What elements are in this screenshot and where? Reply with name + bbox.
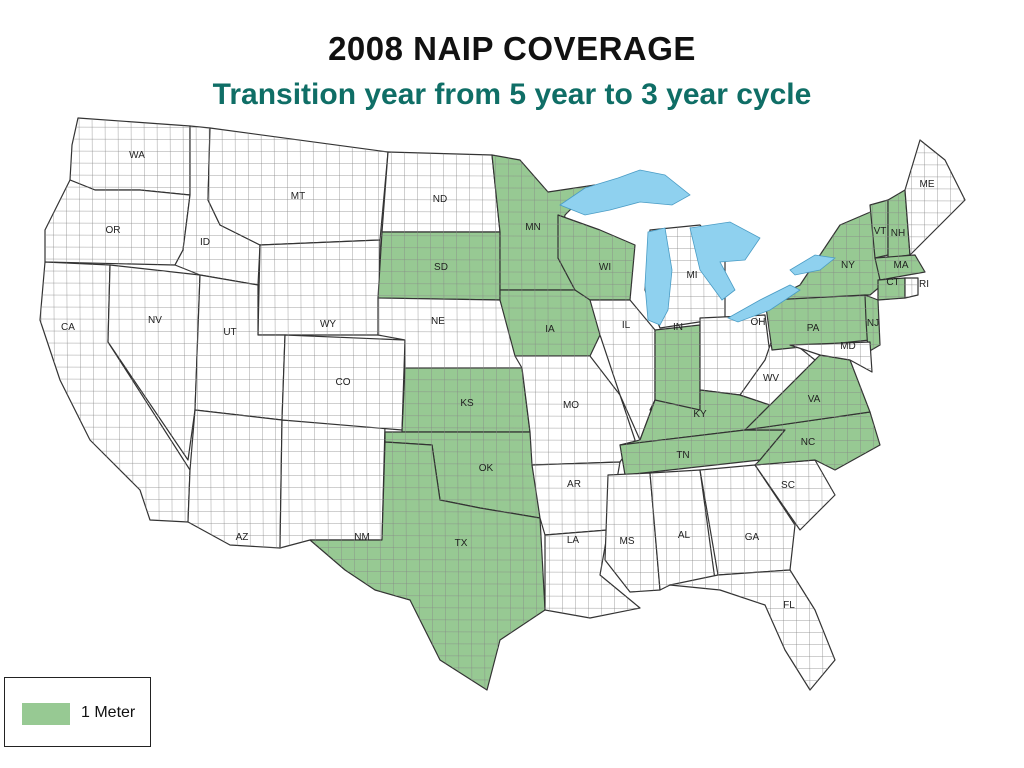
state-label-wv: WV: [763, 373, 779, 384]
state-label-ks: KS: [460, 398, 474, 409]
state-label-ga: GA: [745, 532, 760, 543]
legend: 1 Meter: [4, 677, 151, 747]
state-label-mo: MO: [563, 400, 579, 411]
state-label-or: OR: [106, 225, 121, 236]
state-label-az: AZ: [236, 532, 249, 543]
state-ri: [904, 277, 919, 299]
state-label-mi: MI: [686, 270, 697, 281]
state-label-ky: KY: [693, 409, 707, 420]
state-label-al: AL: [678, 530, 691, 541]
state-fl: [669, 569, 836, 691]
state-label-wi: WI: [599, 262, 611, 273]
state-label-nc: NC: [801, 437, 815, 448]
state-label-ri: RI: [919, 279, 929, 290]
state-label-ar: AR: [567, 479, 581, 490]
state-az: [187, 409, 283, 549]
state-label-mn: MN: [525, 222, 541, 233]
state-md: [789, 341, 873, 373]
state-nm: [279, 419, 386, 549]
state-label-co: CO: [336, 377, 351, 388]
great-lakes: [559, 169, 836, 326]
state-label-ma: MA: [894, 260, 909, 271]
state-labels-layer: WA OR CA NV ID MT WY UT AZ NM CO ND SD NE KS OK TX MN IA MO…: [61, 150, 935, 611]
state-me: [904, 139, 966, 256]
lake-ontario: [789, 254, 836, 276]
map-title: 2008 NAIP COVERAGE: [328, 30, 696, 67]
state-ga: [699, 464, 796, 576]
state-label-va: VA: [808, 394, 821, 405]
lake-huron: [689, 221, 761, 301]
state-label-wa: WA: [129, 150, 145, 161]
state-label-ct: CT: [886, 277, 899, 288]
state-label-in: IN: [673, 322, 683, 333]
state-label-nm: NM: [354, 532, 370, 543]
state-label-sd: SD: [434, 262, 448, 273]
state-ms: [604, 472, 661, 593]
state-label-fl: FL: [783, 600, 795, 611]
state-label-nh: NH: [891, 228, 905, 239]
state-label-ny: NY: [841, 260, 855, 271]
state-nc: [744, 411, 881, 471]
lake-erie: [727, 284, 801, 323]
state-label-ne: NE: [431, 316, 445, 327]
state-label-nj: NJ: [867, 318, 879, 329]
state-label-vt: VT: [874, 226, 887, 237]
state-tx: [309, 441, 546, 691]
state-nj: [864, 294, 881, 353]
state-label-tn: TN: [676, 450, 689, 461]
lake-michigan: [644, 227, 673, 326]
state-label-ms: MS: [620, 536, 635, 547]
state-label-nd: ND: [433, 194, 447, 205]
state-label-mt: MT: [291, 191, 305, 202]
state-ia: [499, 289, 601, 357]
state-nv: [107, 264, 201, 461]
state-label-wy: WY: [320, 319, 336, 330]
legend-swatch: [22, 703, 70, 725]
state-in: [649, 324, 701, 411]
state-label-la: LA: [567, 535, 580, 546]
lake-superior: [559, 169, 691, 216]
state-label-nv: NV: [148, 315, 162, 326]
state-label-ut: UT: [223, 327, 236, 338]
map-subtitle: Transition year from 5 year to 3 year cy…: [212, 78, 812, 111]
state-label-id: ID: [200, 237, 210, 248]
state-label-ca: CA: [61, 322, 75, 333]
state-label-ia: IA: [545, 324, 555, 335]
legend-label: 1 Meter: [81, 704, 136, 721]
state-label-ok: OK: [479, 463, 494, 474]
state-label-md: MD: [840, 341, 856, 352]
state-label-tx: TX: [455, 538, 468, 549]
state-label-me: ME: [920, 179, 935, 190]
state-label-il: IL: [622, 320, 631, 331]
state-label-oh: OH: [751, 317, 766, 328]
state-label-pa: PA: [807, 323, 820, 334]
states-layer: [39, 117, 966, 691]
state-label-sc: SC: [781, 480, 795, 491]
